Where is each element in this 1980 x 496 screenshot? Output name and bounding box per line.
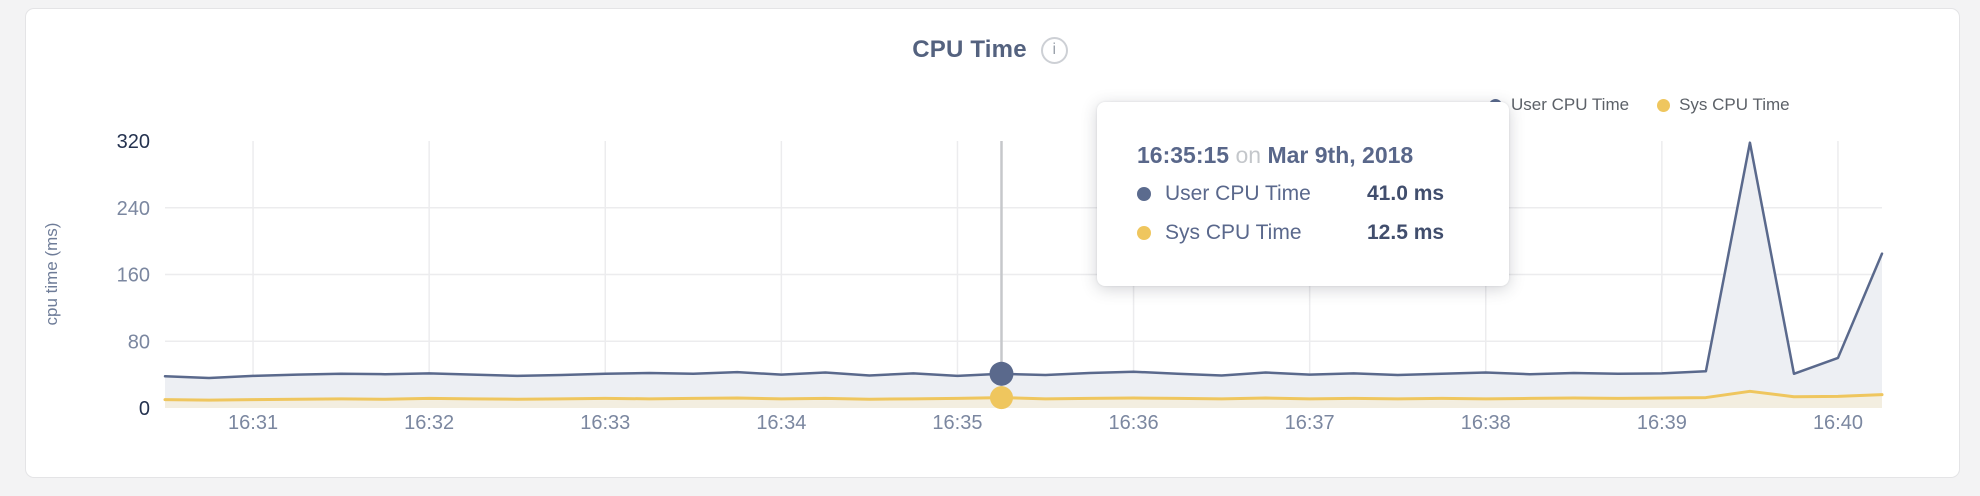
x-tick-label: 16:37: [1285, 412, 1335, 434]
series-layer: [163, 141, 1884, 408]
tooltip-series-label: Sys CPU Time: [1165, 221, 1302, 244]
x-tick-label: 16:35: [932, 412, 982, 434]
y-tick-label: 240: [117, 198, 150, 220]
chart-header: CPU Time i: [0, 36, 1980, 64]
x-tick-label: 16:40: [1813, 412, 1863, 434]
user-cpu-area: [165, 142, 1882, 408]
x-tick-label: 16:36: [1109, 412, 1159, 434]
y-tick-label: 320: [117, 131, 150, 153]
legend-item-user-cpu-time[interactable]: User CPU Time: [1489, 95, 1629, 115]
sys-series-dot-icon: [1657, 98, 1671, 112]
x-tick-label: 16:38: [1461, 412, 1511, 434]
tooltip-row-sys: Sys CPU Time 12.5 ms: [1137, 220, 1481, 246]
sys-hover-point[interactable]: [989, 386, 1013, 410]
legend-item-sys-cpu-time[interactable]: Sys CPU Time: [1657, 95, 1790, 115]
y-tick-label: 160: [117, 265, 150, 287]
sys-cpu-line: [163, 389, 1884, 402]
y-axis-title: cpu time (ms): [42, 223, 61, 326]
user-cpu-line: [163, 141, 1884, 380]
hover-tooltip: 16:35:15 on Mar 9th, 2018 User CPU Time …: [1097, 102, 1509, 286]
tooltip-header: 16:35:15 on Mar 9th, 2018: [1137, 142, 1481, 168]
hover-crosshair: [989, 141, 1014, 410]
x-tick-label: 16:31: [228, 412, 278, 434]
axis-ticks: 16:31 16:32 16:33 16:34 16:35 16:36 16:37 16:38…: [117, 131, 1863, 434]
tooltip-date: Mar 9th, 2018: [1267, 142, 1414, 168]
tooltip-series-value: 12.5 ms: [1367, 221, 1445, 244]
x-tick-label: 16:34: [756, 412, 806, 434]
legend-label: User CPU Time: [1511, 95, 1630, 114]
plot-hover-region[interactable]: [165, 141, 1882, 408]
sys-series-dot-icon: [1137, 226, 1151, 240]
tooltip-series-label: User CPU Time: [1165, 182, 1311, 205]
tooltip-row-user: User CPU Time 41.0 ms: [1137, 181, 1481, 207]
tooltip-series-value: 41.0 ms: [1367, 182, 1445, 205]
tooltip-connector: on: [1235, 142, 1262, 168]
tooltip-time: 16:35:15: [1137, 142, 1230, 168]
y-tick-label: 80: [128, 331, 150, 353]
legend-label: Sys CPU Time: [1679, 95, 1790, 114]
x-tick-label: 16:33: [580, 412, 630, 434]
info-icon[interactable]: i: [1040, 36, 1068, 64]
user-series-dot-icon: [1137, 187, 1151, 201]
user-hover-point[interactable]: [989, 361, 1014, 386]
chart-title: CPU Time: [912, 36, 1027, 63]
x-tick-label: 16:39: [1637, 412, 1687, 434]
x-tick-label: 16:32: [404, 412, 454, 434]
chart-legend: User CPU Time Sys CPU Time: [1489, 95, 1790, 115]
y-tick-label: 0: [139, 398, 150, 420]
